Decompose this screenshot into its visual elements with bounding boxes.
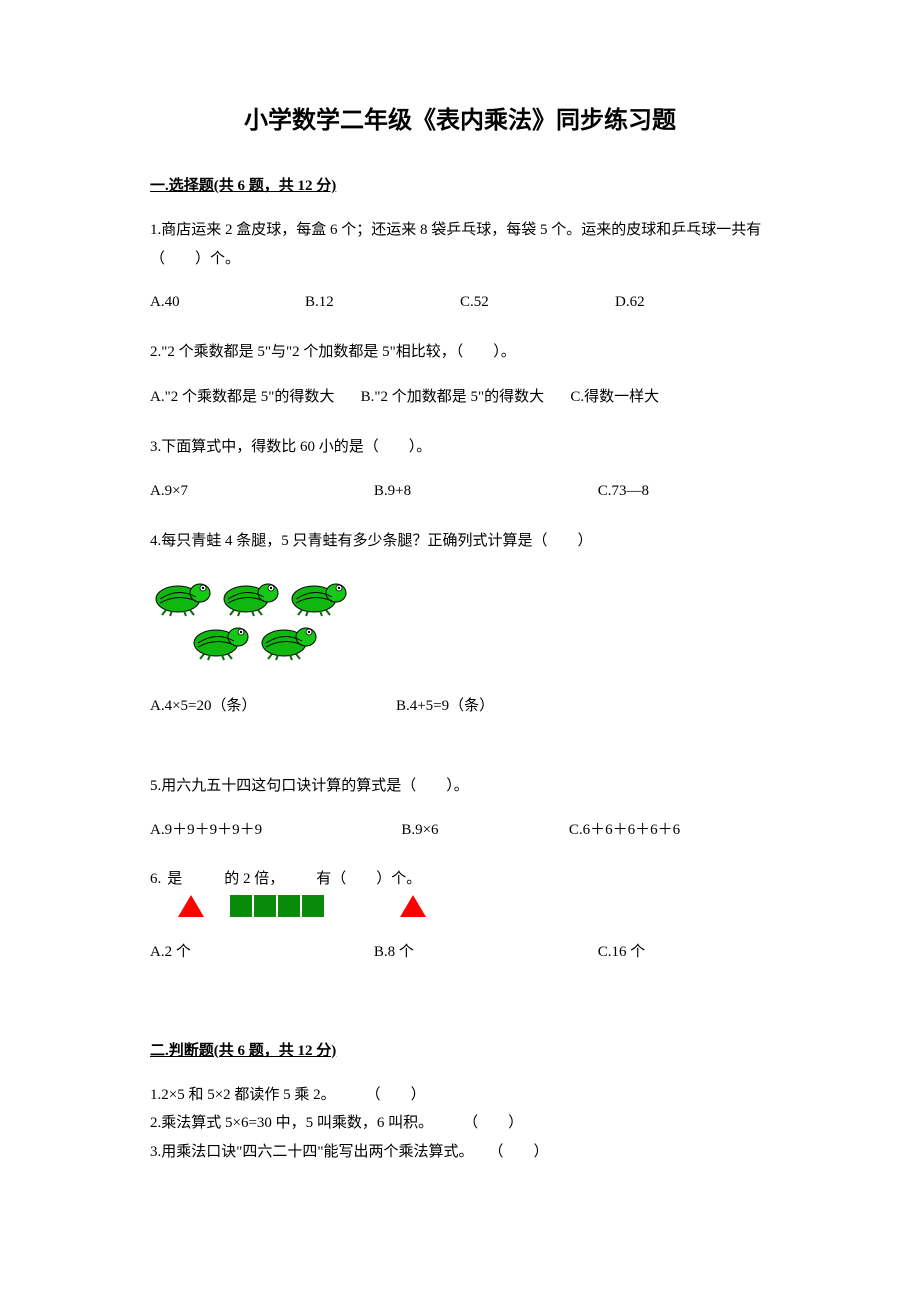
question-5-options: A.9＋9＋9＋9＋9 B.9×6 C.6＋6＋6＋6＋6	[150, 817, 770, 844]
q1-option-c: C.52	[460, 289, 607, 316]
q5-option-b: B.9×6	[401, 817, 569, 844]
document-title: 小学数学二年级《表内乘法》同步练习题	[150, 100, 770, 143]
question-2-options: A."2 个乘数都是 5"的得数大 B."2 个加数都是 5"的得数大 C.得数…	[150, 383, 770, 412]
q6-option-c: C.16 个	[598, 939, 770, 966]
question-6-text: 6. 是 的 2 倍， 有（ ）个。	[150, 866, 770, 917]
judge-2: 2.乘法算式 5×6=30 中，5 叫乘数，6 叫积。 （ ）	[150, 1109, 770, 1138]
frog-icon	[288, 577, 352, 617]
question-4-options: A.4×5=20（条） B.4+5=9（条）	[150, 693, 770, 720]
q6-part-3: 的 2 倍，	[224, 866, 284, 893]
section-2-header: 二.判断题(共 6 题，共 12 分)	[150, 1038, 770, 1065]
q3-option-b: B.9+8	[374, 478, 598, 505]
q2-option-b: B."2 个加数都是 5"的得数大	[361, 389, 545, 405]
frog-icon	[190, 621, 254, 661]
question-4-text: 4.每只青蛙 4 条腿，5 只青蛙有多少条腿？正确列式计算是（ ）	[150, 527, 770, 556]
q6-part-1: 6.	[150, 866, 161, 893]
q5-option-c: C.6＋6＋6＋6＋6	[569, 817, 770, 844]
frog-icon	[220, 577, 284, 617]
q1-option-b: B.12	[305, 289, 452, 316]
q2-option-c: C.得数一样大	[570, 389, 659, 405]
q4-option-a: A.4×5=20（条）	[150, 693, 388, 720]
frog-icon	[152, 577, 216, 617]
red-triangle-icon	[178, 895, 204, 917]
judge-1: 1.2×5 和 5×2 都读作 5 乘 2。 （ ）	[150, 1081, 770, 1110]
question-3-text: 3.下面算式中，得数比 60 小的是（ ）。	[150, 433, 770, 462]
q1-option-a: A.40	[150, 289, 297, 316]
section-1-header: 一.选择题(共 6 题，共 12 分)	[150, 173, 770, 200]
q6-option-a: A.2 个	[150, 939, 374, 966]
q4-option-b: B.4+5=9（条）	[396, 693, 762, 720]
question-1-text: 1.商店运来 2 盒皮球，每盒 6 个；还运来 8 袋乒乓球，每袋 5 个。运来…	[150, 216, 770, 273]
q5-option-a: A.9＋9＋9＋9＋9	[150, 817, 401, 844]
q3-option-c: C.73—8	[598, 478, 770, 505]
question-2-text: 2."2 个乘数都是 5"与"2 个加数都是 5"相比较，（ ）。	[150, 338, 770, 367]
frog-illustration	[150, 575, 410, 663]
frog-icon	[258, 621, 322, 661]
q6-option-b: B.8 个	[374, 939, 598, 966]
green-squares-icon	[230, 895, 324, 917]
question-3-options: A.9×7 B.9+8 C.73—8	[150, 478, 770, 505]
judge-3: 3.用乘法口诀"四六二十四"能写出两个乘法算式。 （ ）	[150, 1138, 770, 1167]
question-6-options: A.2 个 B.8 个 C.16 个	[150, 939, 770, 966]
q6-part-2: 是	[167, 866, 182, 893]
q1-option-d: D.62	[615, 289, 762, 316]
question-1-options: A.40 B.12 C.52 D.62	[150, 289, 770, 316]
question-5-text: 5.用六九五十四这句口诀计算的算式是（ ）。	[150, 772, 770, 801]
q3-option-a: A.9×7	[150, 478, 374, 505]
q2-option-a: A."2 个乘数都是 5"的得数大	[150, 389, 334, 405]
red-triangle-icon	[400, 895, 426, 917]
q6-part-4: 有（ ）个。	[316, 866, 421, 893]
